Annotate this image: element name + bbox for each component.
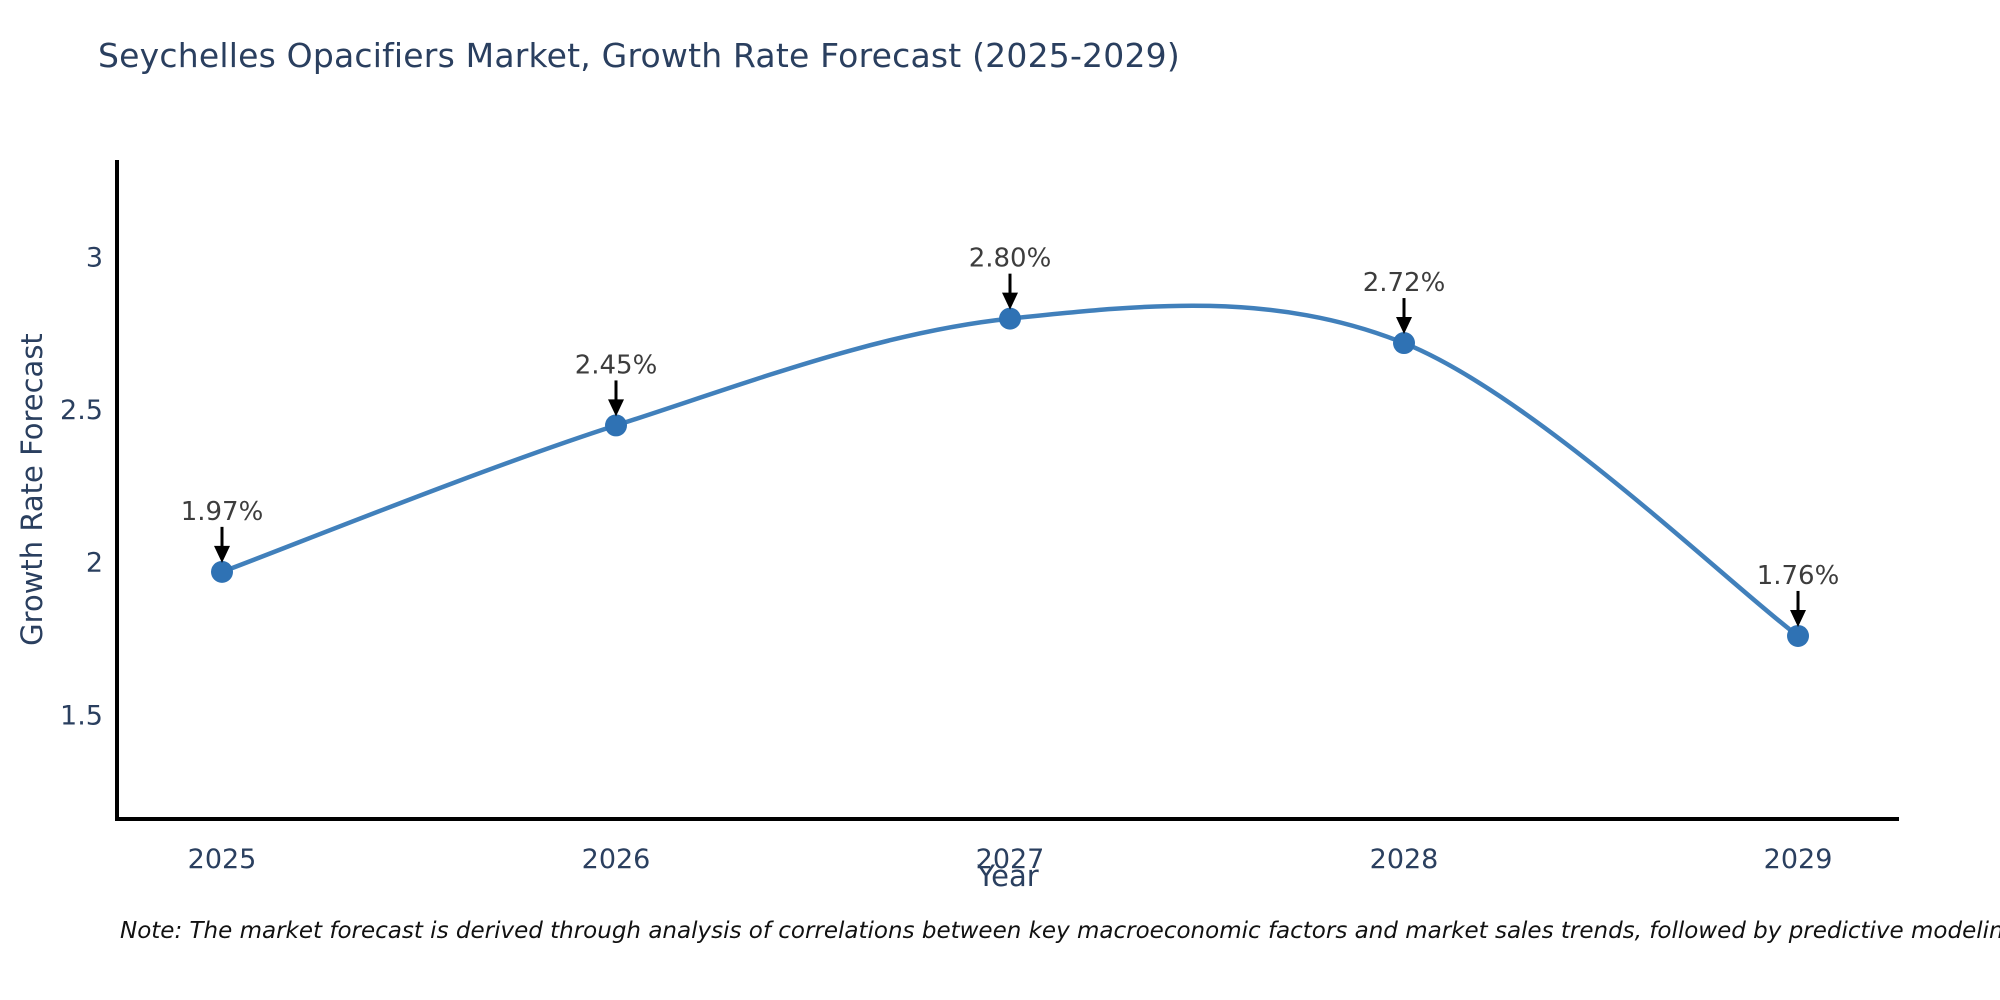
y-tick-label: 2.5: [60, 395, 103, 426]
y-axis-title: Growth Rate Forecast: [15, 333, 49, 646]
x-axis-title: Year: [976, 859, 1038, 893]
annotation-arrowhead-icon: [1002, 292, 1019, 310]
chart-title: Seychelles Opacifiers Market, Growth Rat…: [98, 36, 1180, 75]
data-point-2029[interactable]: [1787, 624, 1810, 647]
x-tick-label: 2026: [582, 844, 651, 875]
point-value-label: 1.76%: [1757, 561, 1840, 591]
annotation-arrowhead-icon: [608, 399, 625, 417]
y-tick-label: 1.5: [60, 700, 103, 731]
footnote: Note: The market forecast is derived thr…: [120, 918, 2000, 944]
data-point-2026[interactable]: [605, 414, 628, 437]
x-tick-label: 2027: [976, 844, 1045, 875]
x-tick-label: 2025: [188, 844, 257, 875]
point-value-label: 2.45%: [575, 350, 658, 380]
y-tick-label: 3: [86, 243, 103, 274]
data-point-2028[interactable]: [1393, 332, 1416, 355]
point-value-label: 2.80%: [969, 244, 1052, 274]
y-tick-label: 2: [86, 548, 103, 579]
annotation-arrowhead-icon: [1790, 609, 1807, 627]
point-value-label: 2.72%: [1363, 268, 1446, 298]
x-tick-label: 2029: [1764, 844, 1833, 875]
point-value-label: 1.97%: [181, 497, 264, 527]
forecast-line: [219, 303, 1801, 639]
annotation-arrowhead-icon: [214, 545, 231, 563]
data-point-2025[interactable]: [211, 560, 234, 583]
x-tick-label: 2028: [1370, 844, 1439, 875]
annotation-arrowhead-icon: [1396, 317, 1413, 335]
data-point-2027[interactable]: [999, 307, 1022, 330]
